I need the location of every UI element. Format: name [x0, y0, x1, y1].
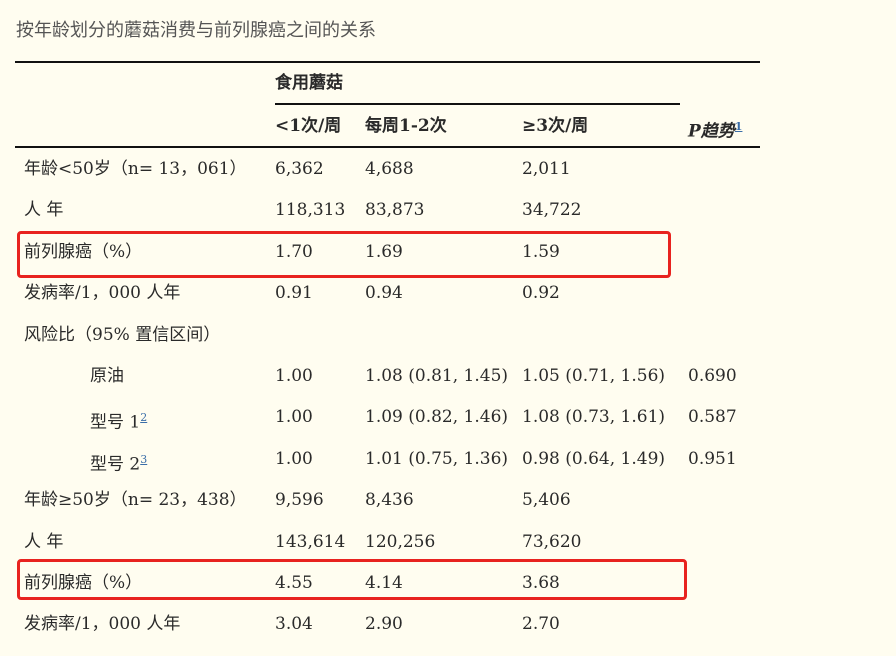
row-label-text: 前列腺癌（%） — [24, 241, 143, 262]
cell-c1: 143,614 — [275, 531, 346, 552]
row-label: 人 年 — [24, 200, 63, 220]
group-rule — [275, 103, 680, 105]
cell-c2: 83,873 — [365, 200, 425, 221]
cell-c1: 9,596 — [275, 490, 324, 511]
cell-c3: 5,406 — [522, 490, 571, 511]
row-label: 型号 12 — [90, 407, 147, 433]
footnote-link[interactable]: 3 — [140, 452, 148, 466]
row-label: 年龄<50岁（n= 13，061） — [24, 159, 247, 179]
cell-c2: 1.08 (0.81, 1.45) — [365, 366, 509, 386]
row-label-text: 原油 — [90, 366, 124, 386]
cell-c2: 8,436 — [365, 490, 414, 511]
row-label-text: 年龄<50岁（n= 13，061） — [24, 159, 247, 179]
p-trend-label: P趋势 — [688, 121, 735, 142]
row-label-text: 人 年 — [24, 200, 64, 221]
row-label-text: 发病率/1，000 人年 — [24, 614, 181, 635]
cell-c3: 3.68 — [522, 573, 560, 593]
cell-c1: 118,313 — [275, 200, 346, 221]
cell-c1: 1.00 — [275, 366, 313, 386]
cell-c2: 0.94 — [365, 283, 403, 304]
cell-c3: 1.05 (0.71, 1.56) — [522, 366, 666, 386]
highlight-box-over50 — [17, 559, 687, 600]
cell-c3: 0.92 — [522, 283, 560, 304]
cell-p: 0.587 — [688, 407, 737, 428]
cell-c1: 1.70 — [275, 241, 313, 262]
row-label: 原油 — [90, 366, 124, 386]
column-group-header: 食用蘑菇 — [275, 73, 343, 93]
row-label: 风险比（95% 置信区间） — [24, 325, 220, 345]
row-label: 型号 23 — [90, 449, 147, 475]
column-header-1to2: 每周1-2次 — [365, 116, 447, 136]
footnote-link[interactable]: 2 — [140, 411, 148, 425]
cell-c2: 4,688 — [365, 159, 414, 179]
footnote-link-1[interactable]: 1 — [734, 120, 743, 133]
cell-p: 0.951 — [688, 448, 737, 469]
row-label-text: 发病率/1，000 人年 — [24, 283, 181, 304]
cell-c1: 6,362 — [275, 159, 324, 179]
cell-c1: 1.00 — [275, 448, 313, 469]
row-label-text: 人 年 — [24, 531, 64, 552]
cell-c1: 1.00 — [275, 407, 313, 428]
cell-c3: 2,011 — [522, 159, 571, 179]
row-label: 年龄≥50岁（n= 23，438） — [24, 490, 247, 510]
cell-c2: 1.69 — [365, 241, 403, 262]
cell-c1: 3.04 — [275, 614, 313, 635]
row-label: 前列腺癌（%） — [24, 573, 142, 593]
cell-c2: 2.90 — [365, 614, 403, 635]
column-header-ge3: ≥3次/周 — [522, 116, 589, 136]
table-top-rule — [15, 61, 760, 63]
cell-c3: 1.08 (0.73, 1.61) — [522, 407, 666, 428]
cell-c3: 0.98 (0.64, 1.49) — [522, 448, 666, 469]
row-label: 人 年 — [24, 532, 63, 552]
row-label-text: 年龄≥50岁（n= 23，438） — [24, 490, 247, 511]
header-bottom-rule — [15, 146, 760, 148]
row-label: 发病率/1，000 人年 — [24, 283, 180, 303]
cell-c2: 120,256 — [365, 531, 436, 552]
cell-p: 0.690 — [688, 366, 737, 386]
column-header-lt1: <1次/周 — [275, 116, 342, 136]
cell-c3: 34,722 — [522, 200, 582, 221]
cell-c3: 1.59 — [522, 241, 560, 262]
cell-c2: 1.01 (0.75, 1.36) — [365, 448, 509, 469]
cell-c2: 1.09 (0.82, 1.46) — [365, 407, 509, 428]
column-header-p-trend: P趋势1 — [688, 116, 742, 142]
row-label-text: 型号 1 — [90, 413, 141, 434]
row-label-text: 前列腺癌（%） — [24, 573, 143, 593]
cell-c2: 4.14 — [365, 573, 403, 593]
cell-c1: 0.91 — [275, 283, 313, 304]
row-label: 前列腺癌（%） — [24, 242, 142, 262]
highlight-box-under50 — [17, 231, 671, 278]
table-title: 按年龄划分的蘑菇消费与前列腺癌之间的关系 — [16, 20, 376, 41]
cell-c3: 2.70 — [522, 614, 560, 635]
row-label-text: 型号 2 — [90, 454, 141, 475]
cell-c3: 73,620 — [522, 531, 582, 552]
row-label: 发病率/1，000 人年 — [24, 614, 180, 634]
cell-c1: 4.55 — [275, 573, 313, 593]
row-label-text: 风险比（95% 置信区间） — [24, 324, 221, 345]
